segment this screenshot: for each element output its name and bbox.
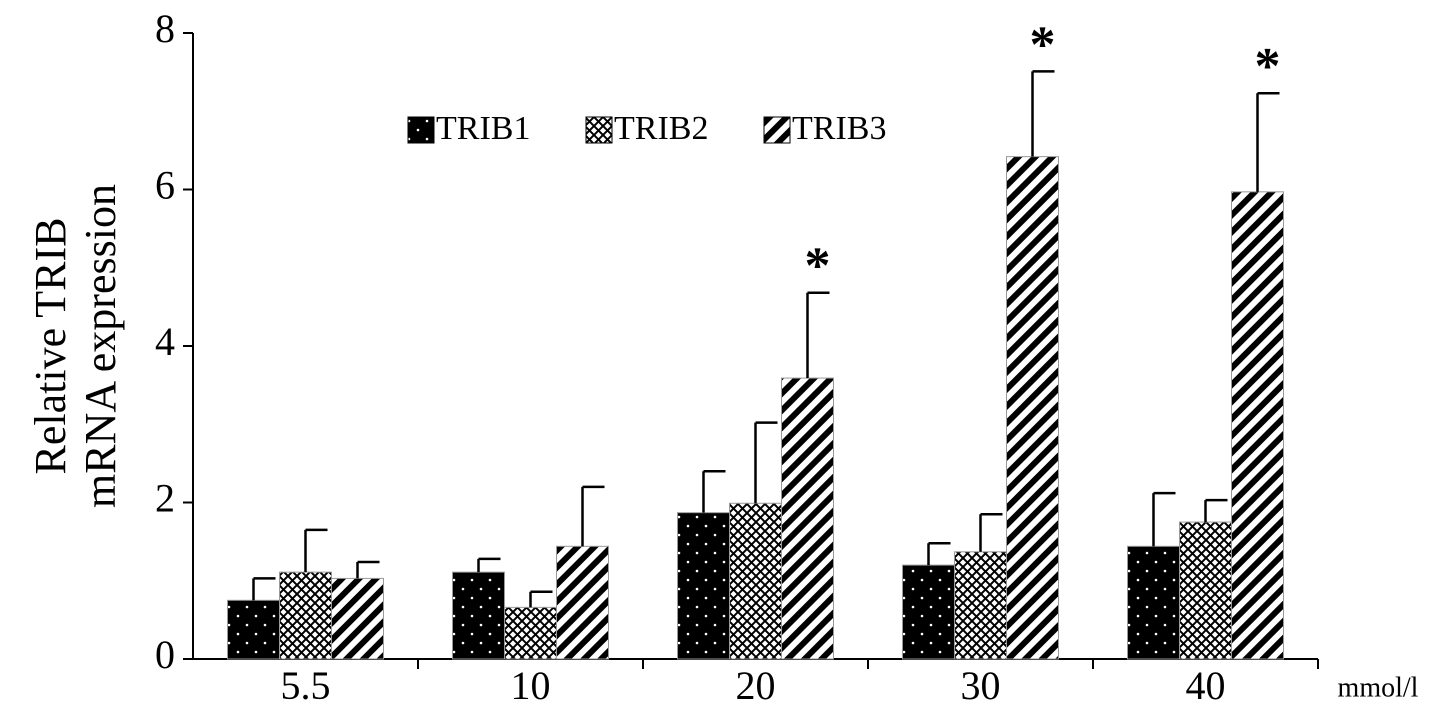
y-tick-label: 8: [155, 6, 175, 51]
bar: [1127, 545, 1180, 660]
error-bar: [1031, 70, 1055, 157]
legend-label: TRIB3: [792, 110, 886, 147]
y-axis-title-line: mRNA expression: [76, 184, 125, 508]
y-tick-label: 4: [155, 319, 175, 364]
error-bar: [356, 560, 380, 579]
x-axis-title: mmol/l: [1338, 672, 1419, 703]
bar: [227, 599, 280, 660]
x-tick-label: 20: [736, 663, 776, 708]
bar: [279, 571, 332, 660]
x-tick-label: 10: [511, 663, 551, 708]
error-bar: [477, 557, 501, 573]
bar: [1006, 156, 1059, 660]
legend-swatch: [585, 116, 613, 144]
error-bar: [806, 291, 830, 379]
legend-swatch: [407, 116, 435, 144]
x-tick-label: 5.5: [281, 663, 331, 708]
legend-label: TRIB1: [436, 110, 530, 147]
x-tick-label: 40: [1186, 663, 1226, 708]
legend-label: TRIB2: [614, 110, 708, 147]
bar: [677, 512, 730, 660]
error-bar: [581, 485, 605, 547]
legend-swatch: [763, 116, 791, 144]
error-bar: [1204, 498, 1228, 523]
error-bar: [529, 590, 553, 608]
bar: [452, 571, 505, 660]
bar: [781, 377, 834, 660]
significance-label: *: [805, 238, 831, 295]
bar: [504, 606, 557, 660]
significance-label: *: [1255, 38, 1281, 95]
bar: [729, 502, 782, 660]
y-tick-label: 2: [155, 476, 175, 521]
error-bar: [252, 577, 276, 601]
error-bar: [754, 421, 778, 504]
y-axis-title: Relative TRIB mRNA expression: [26, 184, 125, 508]
error-bar: [1256, 92, 1280, 192]
y-axis-title-line: Relative TRIB: [26, 217, 75, 474]
bar: [902, 564, 955, 660]
significance-label: *: [1030, 16, 1056, 73]
bar: [1179, 521, 1232, 660]
error-bar: [1152, 491, 1176, 547]
bar: [556, 545, 609, 660]
error-bar: [304, 528, 328, 573]
error-bar: [702, 469, 726, 513]
error-bar: [927, 541, 951, 566]
bar: [331, 577, 384, 660]
bar: [954, 551, 1007, 660]
x-tick-label: 30: [961, 663, 1001, 708]
error-bar: [979, 512, 1003, 552]
bar: [1231, 191, 1284, 660]
y-tick-label: 0: [155, 632, 175, 677]
y-tick-label: 6: [155, 163, 175, 208]
